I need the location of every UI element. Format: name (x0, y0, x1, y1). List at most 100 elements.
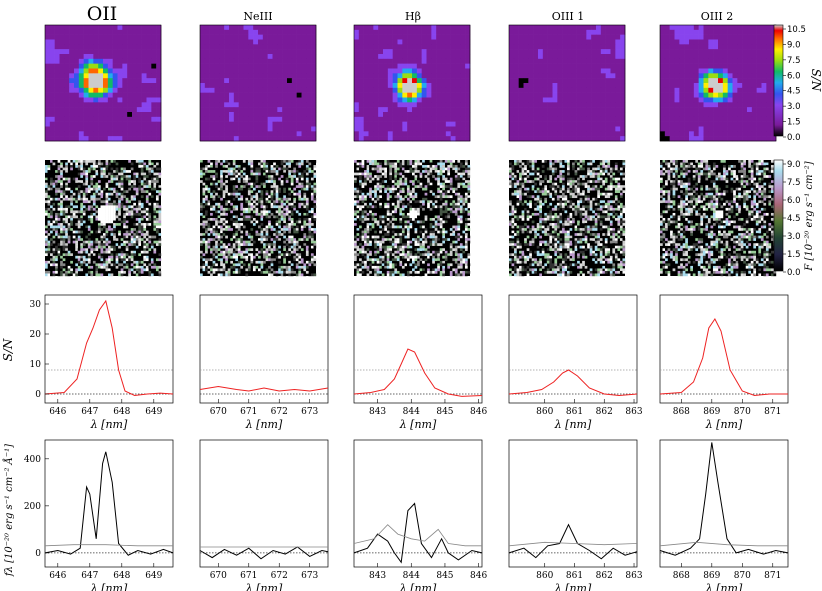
snr-map-pixel (243, 25, 249, 31)
flux-map-pixel (280, 162, 284, 166)
snr-map-pixel (117, 54, 123, 60)
flux-map-pixel (95, 263, 99, 267)
flux-map-pixel (115, 205, 119, 209)
flux-map-pixel (113, 233, 116, 236)
flux-map-pixel (293, 245, 297, 249)
snr-map-pixel (436, 92, 442, 98)
snr-map-pixel (287, 25, 293, 31)
snr-map-pixel (538, 39, 544, 45)
flux-map-pixel (128, 258, 131, 262)
flux-map-pixel (308, 162, 312, 166)
snr-map-pixel (747, 58, 753, 64)
flux-map-pixel (85, 235, 89, 239)
snr-map-pixel (727, 58, 733, 64)
snr-map-pixel (93, 126, 99, 132)
flux-map-pixel (247, 233, 251, 236)
snr-map-pixel (596, 34, 602, 40)
flux-map-pixel (45, 238, 48, 241)
snr-map-pixel (78, 126, 84, 132)
snr-map-pixel (282, 107, 288, 113)
flux-map-pixel (55, 212, 58, 216)
flux-map-pixel (52, 240, 56, 244)
flux-map-pixel (123, 175, 126, 178)
snr-map-pixel (49, 49, 55, 55)
flux-map-pixel (90, 160, 94, 163)
flux-map-pixel (153, 202, 157, 206)
panel-title-oiii1: OIII 1 (552, 10, 585, 23)
snr-map-pixel (69, 136, 75, 142)
flux-map-pixel (130, 253, 134, 257)
flux-map-pixel (258, 192, 261, 196)
snr-map-pixel (727, 121, 733, 127)
snr-map-pixel (358, 121, 364, 127)
snr-map-pixel (219, 29, 225, 35)
snr-map-pixel (253, 112, 259, 118)
snr-map-pixel (722, 102, 728, 108)
snr-map-pixel (576, 102, 582, 108)
flux-map-pixel (67, 250, 71, 254)
snr-map-pixel (88, 78, 94, 84)
snr-map-pixel (397, 112, 403, 118)
flux-map-pixel (150, 265, 154, 269)
snr-map-pixel (557, 136, 563, 142)
snr-map-pixel (533, 54, 539, 60)
flux-map-pixel (258, 162, 261, 166)
snr-map-pixel (460, 83, 466, 89)
snr-map-pixel (412, 25, 418, 31)
snr-map-pixel (552, 78, 558, 84)
snr-map-pixel (287, 68, 293, 74)
flux-map-pixel (217, 180, 221, 183)
flux-map-pixel (110, 263, 114, 267)
snr-map-pixel (732, 131, 738, 137)
snr-map-pixel (219, 107, 225, 113)
snr-map-pixel (605, 102, 611, 108)
snr-map-pixel (542, 39, 548, 45)
snr-map-pixel (528, 102, 534, 108)
flux-map-pixel (77, 218, 81, 221)
snr-map-pixel (243, 83, 249, 89)
flux-map-pixel (108, 245, 111, 249)
flux-map-pixel (62, 245, 66, 249)
snr-map-pixel (596, 116, 602, 122)
flux-map-pixel (118, 180, 121, 183)
flux-map-pixel (270, 250, 274, 254)
flux-map-pixel (60, 185, 63, 188)
flux-map-pixel (138, 235, 142, 239)
snr-map-pixel (722, 97, 728, 103)
flux-map-pixel (227, 192, 231, 196)
snr-map-pixel (596, 112, 602, 118)
snr-map-pixel (766, 49, 772, 55)
flux-map-pixel (237, 202, 241, 206)
snr-map-pixel (533, 126, 539, 132)
flux-map-pixel (202, 233, 206, 236)
snr-map-pixel (698, 49, 704, 55)
snr-map-pixel (416, 34, 422, 40)
flux-map-pixel (250, 220, 254, 224)
snr-map-pixel (523, 131, 529, 137)
flux-map-pixel (113, 225, 116, 229)
flux-map-pixel (212, 225, 216, 229)
flux-map-pixel (210, 248, 213, 251)
flux-map-pixel (283, 170, 286, 173)
flux-map-pixel (308, 235, 312, 239)
flux-map-pixel (280, 160, 284, 163)
flux-map-pixel (52, 175, 56, 178)
snr-map-pixel (204, 58, 210, 64)
snr-map-pixel (282, 116, 288, 122)
snr-map-pixel (98, 44, 104, 50)
snr-map-pixel (243, 49, 249, 55)
flux-map-pixel (120, 197, 124, 201)
flux-map-pixel (265, 175, 269, 178)
flux-map-pixel (123, 207, 126, 211)
flux-map-pixel (260, 202, 264, 206)
snr-map-pixel (156, 63, 162, 69)
snr-map-pixel (664, 63, 670, 69)
snr-map-pixel (59, 97, 65, 103)
snr-map-pixel (253, 78, 259, 84)
snr-map-pixel (127, 44, 133, 50)
snr-map-pixel (600, 112, 606, 118)
snr-map-pixel (49, 44, 55, 50)
snr-map-pixel (287, 116, 293, 122)
flux-map-pixel (77, 197, 81, 201)
snr-map-pixel (751, 44, 757, 50)
